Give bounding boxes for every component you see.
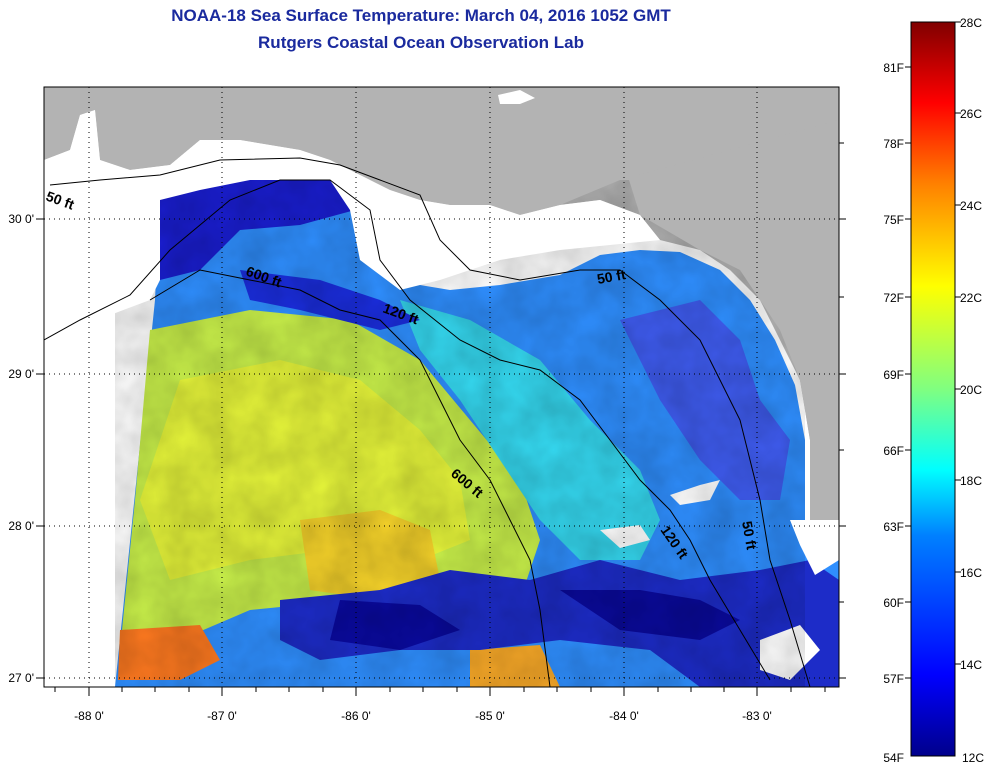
- fahrenheit-label: 81F: [883, 61, 904, 75]
- celsius-label: 18C: [960, 474, 982, 488]
- fahrenheit-label: 57F: [883, 672, 904, 686]
- graticule: [44, 87, 839, 687]
- lon-tick-label: -88 0': [74, 709, 104, 723]
- latitude-labels: 30 0' 29 0' 28 0' 27 0': [8, 212, 34, 685]
- contour-label: 50 ft: [739, 520, 760, 551]
- lon-tick-label: -85 0': [475, 709, 505, 723]
- contour-label: 50 ft: [596, 266, 627, 287]
- fahrenheit-label: 78F: [883, 137, 904, 151]
- colorbar-celsius-labels: 28C 26C 24C 22C 20C 18C 16C 14C 12C: [960, 16, 984, 765]
- map-subtitle: Rutgers Coastal Ocean Observation Lab: [258, 33, 584, 52]
- lon-tick-label: -86 0': [341, 709, 371, 723]
- lon-tick-label: -83 0': [742, 709, 772, 723]
- lat-tick-label: 28 0': [8, 519, 34, 533]
- longitude-labels: -88 0' -87 0' -86 0' -85 0' -84 0' -83 0…: [74, 709, 772, 723]
- colorbar-fahrenheit-labels: 81F 78F 75F 72F 69F 66F 63F 60F 57F 54F: [883, 61, 904, 765]
- fahrenheit-label: 75F: [883, 213, 904, 227]
- fahrenheit-label: 54F: [883, 751, 904, 765]
- colorbar-ticks: [905, 21, 961, 679]
- celsius-label: 28C: [960, 16, 982, 30]
- celsius-label: 12C: [962, 751, 984, 765]
- no-data-north: [44, 87, 839, 215]
- lon-tick-label: -87 0': [207, 709, 237, 723]
- northern-land: [44, 110, 660, 340]
- frame-ticks: [36, 142, 846, 696]
- celsius-label: 16C: [960, 566, 982, 580]
- celsius-label: 20C: [960, 383, 982, 397]
- fahrenheit-label: 60F: [883, 596, 904, 610]
- map-title: NOAA-18 Sea Surface Temperature: March 0…: [171, 6, 671, 25]
- depth-contours: [44, 157, 811, 687]
- colorbar: [910, 21, 956, 757]
- fahrenheit-label: 66F: [883, 444, 904, 458]
- lat-tick-label: 29 0': [8, 367, 34, 381]
- celsius-label: 14C: [960, 658, 982, 672]
- florida-peninsula-land: [790, 520, 839, 575]
- fahrenheit-label: 72F: [883, 291, 904, 305]
- sst-swath: [115, 175, 839, 687]
- map-frame: [43, 86, 840, 688]
- celsius-label: 26C: [960, 107, 982, 121]
- celsius-label: 22C: [960, 291, 982, 305]
- lat-tick-label: 30 0': [8, 212, 34, 226]
- lon-tick-label: -84 0': [609, 709, 639, 723]
- no-data-east: [600, 87, 839, 525]
- celsius-label: 24C: [960, 199, 982, 213]
- inland-lake: [498, 90, 535, 104]
- fahrenheit-label: 69F: [883, 368, 904, 382]
- lat-tick-label: 27 0': [8, 671, 34, 685]
- fahrenheit-label: 63F: [883, 520, 904, 534]
